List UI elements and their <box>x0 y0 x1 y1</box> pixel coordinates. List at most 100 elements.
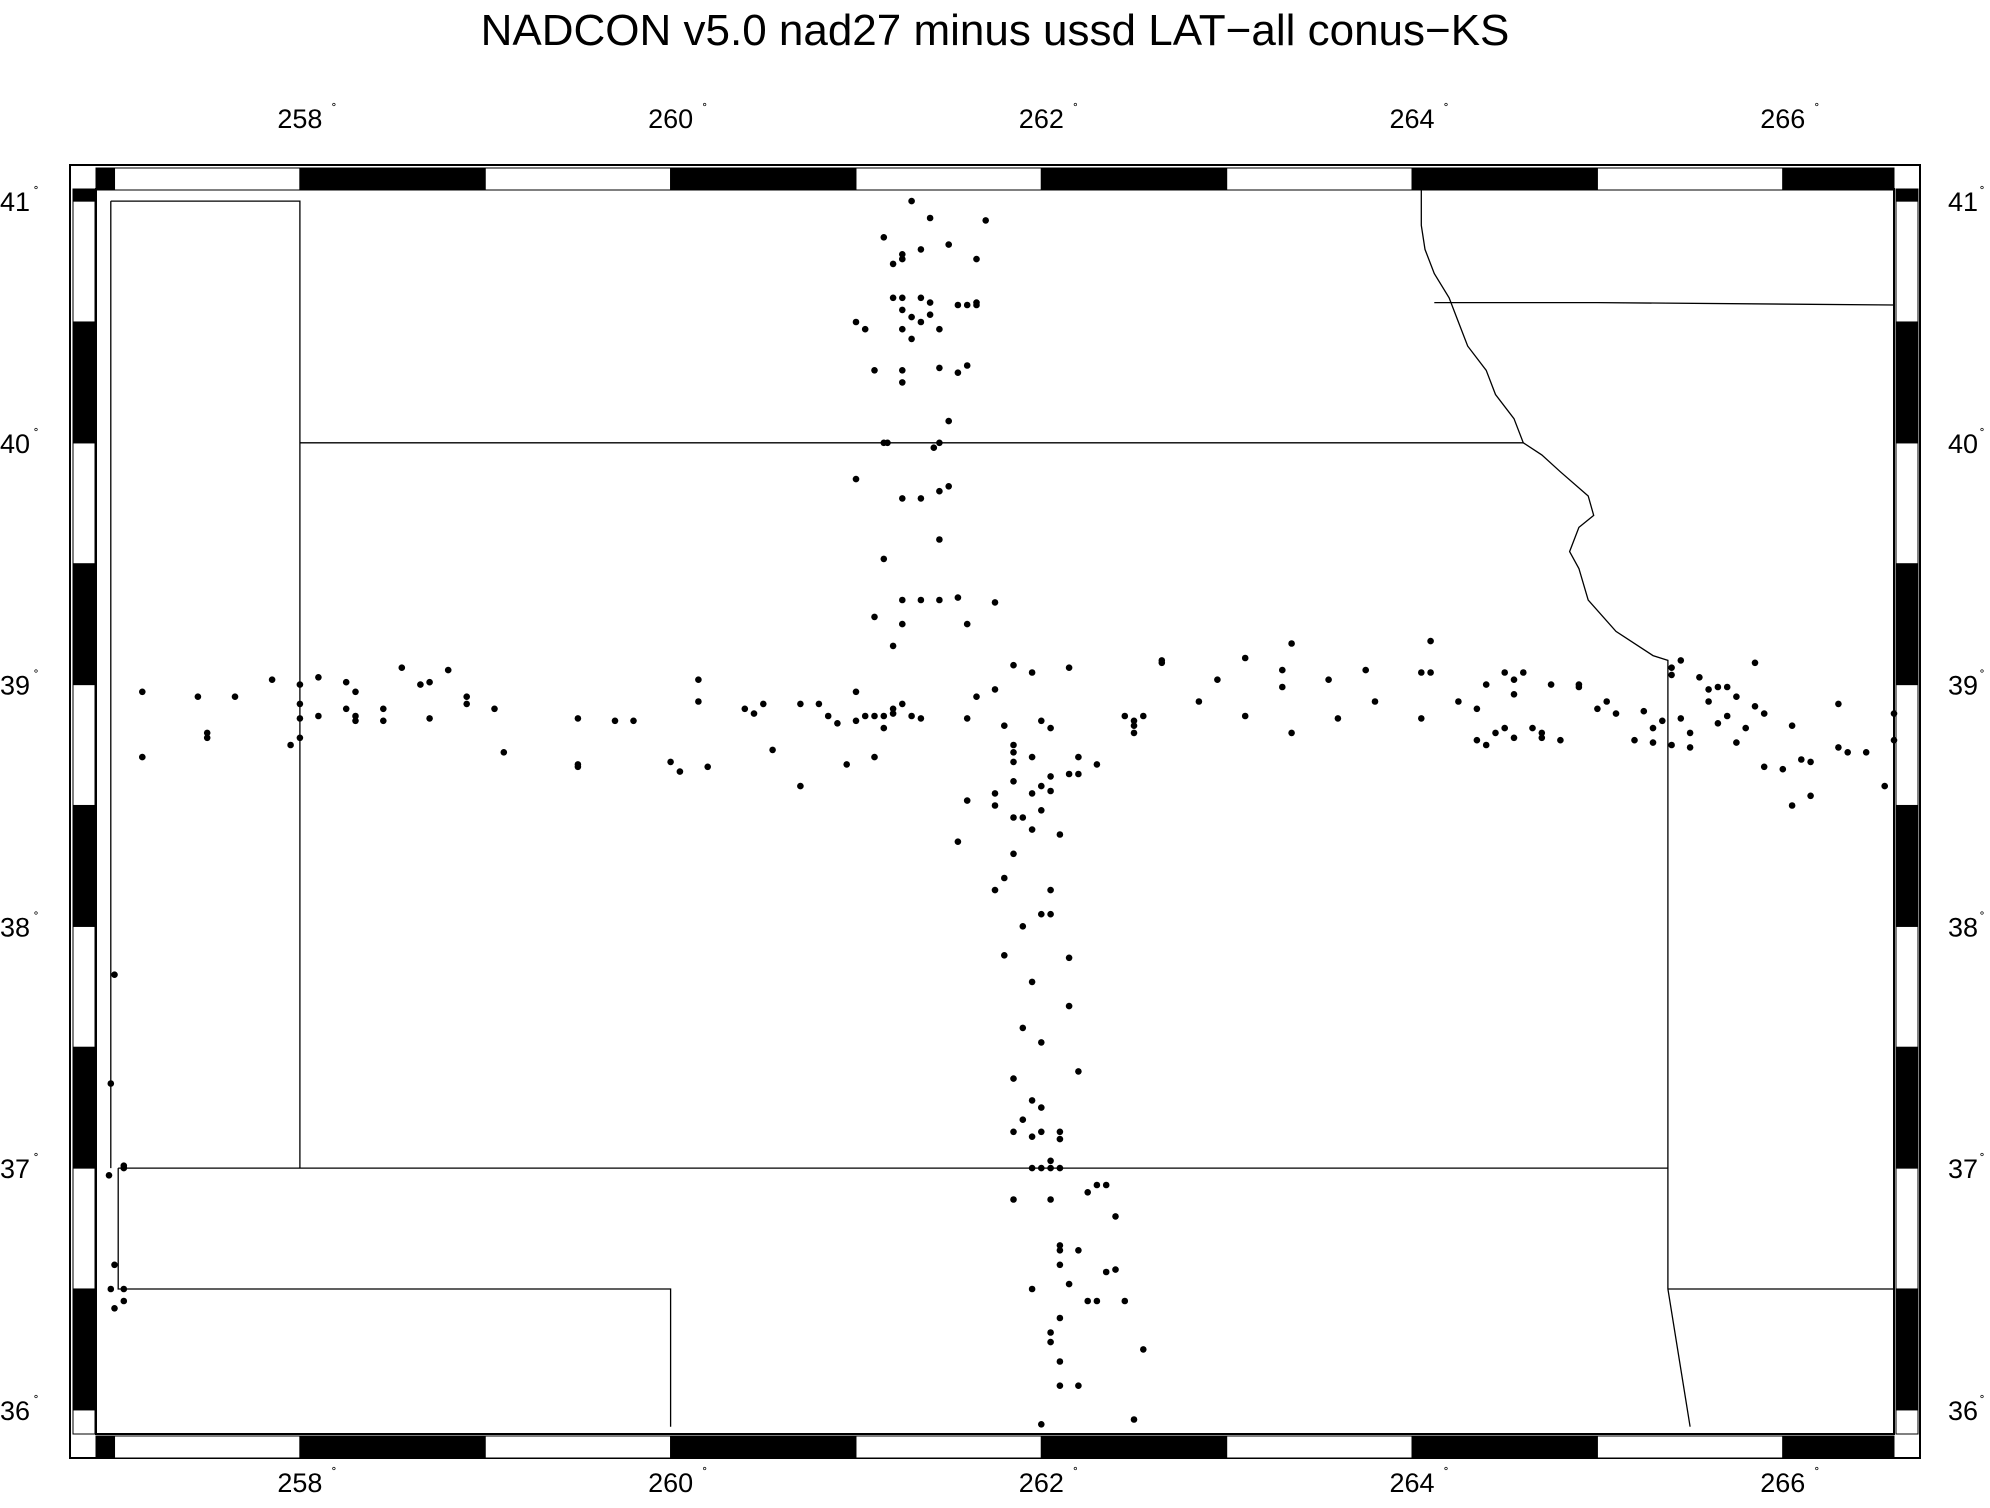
survey-point <box>1038 782 1045 790</box>
survey-point <box>1538 729 1546 737</box>
frame-segment-right <box>1895 442 1919 565</box>
survey-point <box>1056 1382 1064 1389</box>
lon-tick-label-top: 260 <box>648 104 693 134</box>
survey-point <box>1010 814 1017 821</box>
survey-point <box>861 712 869 720</box>
frame-segment-bottom <box>484 1435 672 1459</box>
survey-point <box>1056 1128 1064 1136</box>
survey-point <box>342 705 350 713</box>
frame-segment-right <box>1895 1409 1919 1435</box>
degree-mark: ˚ <box>34 1393 39 1409</box>
survey-point <box>1065 664 1073 671</box>
degree-mark: ˚ <box>34 184 39 200</box>
frame-segment-left <box>72 925 96 1048</box>
degree-mark: ˚ <box>1815 101 1820 117</box>
frame-segment-top <box>670 167 857 191</box>
survey-point <box>899 620 906 628</box>
survey-point <box>1047 1338 1054 1346</box>
degree-mark: ˚ <box>1073 101 1078 117</box>
lat-tick-label-right: 39 <box>1948 671 1978 701</box>
survey-point <box>380 705 387 713</box>
survey-point <box>769 746 776 754</box>
survey-point <box>880 724 888 732</box>
survey-point <box>908 197 915 205</box>
survey-point <box>797 700 804 708</box>
frame-segment-right <box>1895 200 1919 323</box>
frame-segment-top <box>95 167 116 191</box>
degree-mark: ˚ <box>34 668 39 684</box>
degree-mark: ˚ <box>1073 1465 1078 1481</box>
survey-point <box>1038 1128 1045 1136</box>
survey-point <box>380 717 387 725</box>
survey-point <box>1649 739 1657 746</box>
survey-point <box>1028 826 1036 833</box>
frame-segment-left <box>72 1288 96 1411</box>
survey-point <box>139 688 146 696</box>
lon-tick-label-bottom: 258 <box>277 1468 322 1498</box>
survey-point <box>1084 1189 1091 1196</box>
survey-point <box>1418 715 1425 722</box>
survey-point <box>917 294 925 302</box>
survey-point <box>991 886 999 894</box>
survey-point <box>463 700 471 708</box>
lat-tick-label-left: 37 <box>0 1154 30 1184</box>
frame-segment-top <box>1596 167 1784 191</box>
survey-point <box>1631 736 1638 744</box>
survey-point <box>107 1080 115 1087</box>
survey-point <box>500 749 508 756</box>
survey-point <box>1649 724 1657 732</box>
survey-point <box>1482 741 1490 749</box>
degree-mark: ˚ <box>34 426 39 442</box>
survey-point <box>834 720 841 727</box>
survey-point <box>352 717 359 725</box>
survey-point <box>1065 1002 1073 1010</box>
survey-point <box>945 417 952 425</box>
degree-mark: ˚ <box>1444 101 1449 117</box>
survey-point <box>1668 741 1675 749</box>
frame-segment-bottom <box>1411 1435 1598 1459</box>
survey-point <box>1696 674 1703 681</box>
frame-segment-left <box>72 200 96 323</box>
survey-point <box>1001 722 1008 729</box>
survey-point <box>1093 761 1101 768</box>
survey-point <box>1019 923 1027 930</box>
degree-mark: ˚ <box>1815 1465 1820 1481</box>
survey-point <box>1288 640 1295 647</box>
survey-point <box>1733 739 1740 746</box>
survey-point <box>1121 712 1129 720</box>
survey-point <box>1241 712 1249 720</box>
degree-mark: ˚ <box>1980 668 1985 684</box>
survey-point <box>926 299 934 306</box>
survey-point <box>1538 734 1546 742</box>
survey-point <box>296 700 304 708</box>
survey-point <box>1510 734 1518 742</box>
survey-point <box>1056 831 1064 838</box>
survey-point <box>899 325 906 333</box>
survey-point <box>936 536 943 543</box>
survey-point <box>704 763 711 771</box>
survey-point <box>194 693 202 700</box>
survey-point <box>991 599 999 606</box>
survey-point <box>1010 758 1017 766</box>
frame-segment-top <box>114 167 301 191</box>
survey-point <box>1010 1128 1017 1136</box>
survey-point <box>111 1261 118 1269</box>
survey-point <box>1130 729 1138 737</box>
survey-point <box>1835 700 1842 708</box>
frame-segment-left <box>72 1409 96 1435</box>
survey-point <box>1612 710 1620 717</box>
survey-point <box>1862 749 1870 756</box>
survey-point <box>1371 698 1379 705</box>
frame-segment-right <box>1895 925 1919 1048</box>
survey-point <box>1723 683 1731 691</box>
survey-point <box>107 1285 115 1293</box>
map-title: NADCON v5.0 nad27 minus ussd LAT−all con… <box>480 6 1510 55</box>
survey-point <box>917 495 925 502</box>
survey-point <box>908 313 915 321</box>
survey-point <box>111 1305 118 1312</box>
survey-point <box>1751 703 1759 710</box>
survey-point <box>1427 669 1434 676</box>
frame-segment-left <box>72 321 96 444</box>
survey-point <box>936 596 943 604</box>
